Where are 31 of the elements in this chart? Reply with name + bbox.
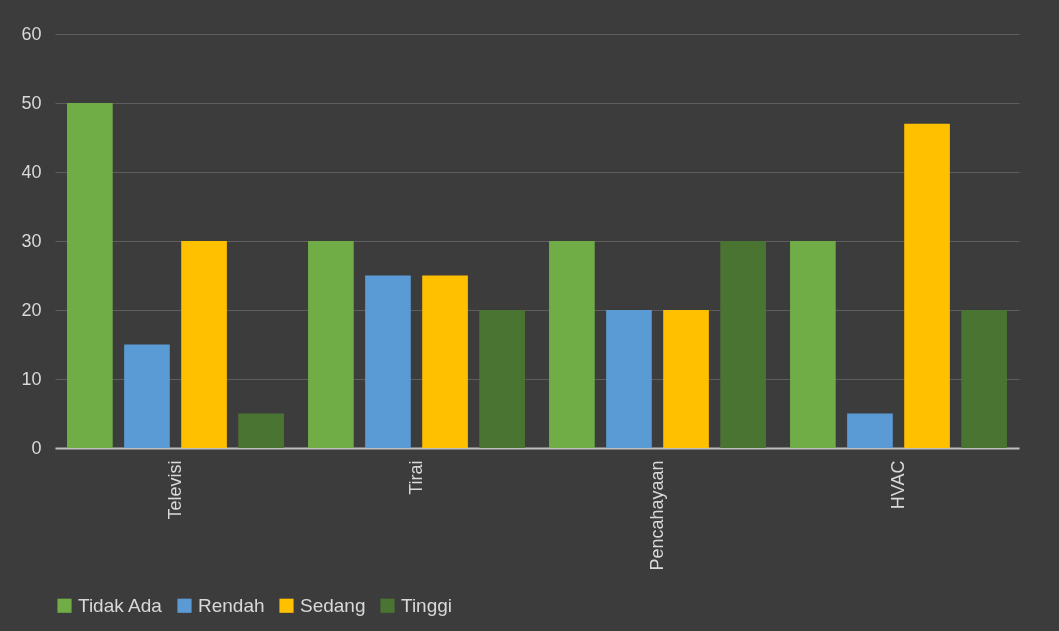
- bar: [961, 310, 1007, 448]
- legend-label: Sedang: [300, 594, 366, 616]
- x-tick-label: Televisi: [164, 460, 185, 520]
- y-tick-label: 60: [21, 23, 42, 44]
- y-tick-label: 50: [21, 92, 42, 113]
- y-tick-label: 0: [31, 437, 42, 458]
- bar: [549, 241, 595, 448]
- legend-label: Tinggi: [401, 594, 453, 616]
- bar: [67, 103, 113, 448]
- x-tick-label: Tirai: [405, 460, 426, 495]
- x-tick-label: Pencahayaan: [646, 460, 667, 571]
- bar: [181, 241, 227, 448]
- legend-label: Rendah: [198, 594, 265, 616]
- y-tick-label: 40: [21, 161, 42, 182]
- bar: [847, 413, 893, 448]
- bar: [790, 241, 836, 448]
- bar: [720, 241, 766, 448]
- bar: [904, 123, 950, 448]
- bar: [365, 275, 411, 448]
- bar: [663, 310, 709, 448]
- bar: [238, 413, 284, 448]
- y-tick-label: 10: [21, 368, 42, 389]
- bar: [308, 241, 354, 448]
- y-tick-label: 20: [21, 299, 42, 320]
- bar: [479, 310, 525, 448]
- x-tick-label: HVAC: [887, 460, 908, 510]
- bar: [422, 275, 468, 448]
- bar: [606, 310, 652, 448]
- y-tick-label: 30: [21, 230, 42, 251]
- legend-label: Tidak Ada: [78, 594, 163, 616]
- bar: [124, 344, 170, 448]
